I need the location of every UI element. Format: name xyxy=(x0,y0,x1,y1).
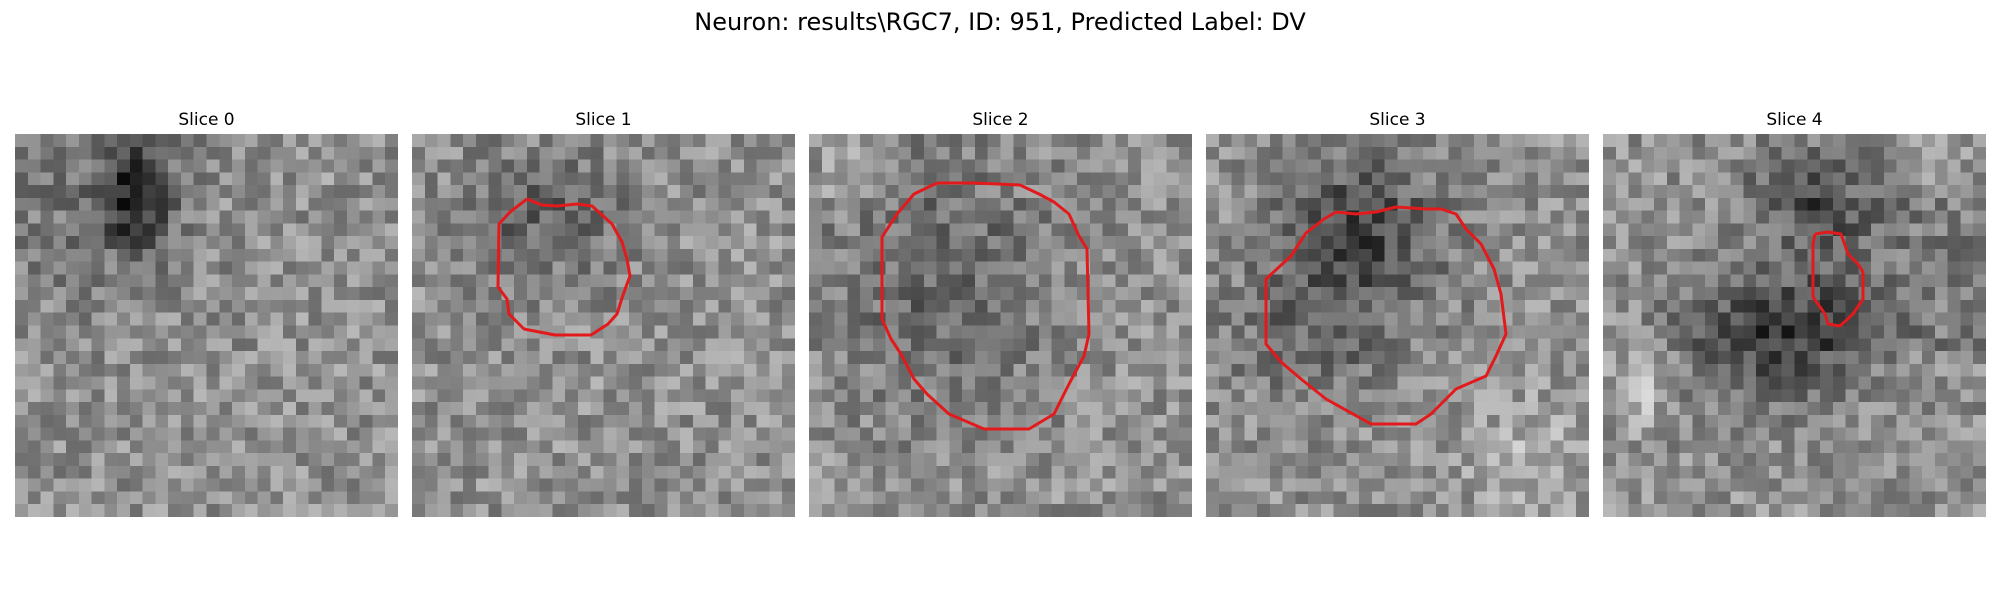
slice-image-4 xyxy=(1603,134,1986,517)
slice-title-0: Slice 0 xyxy=(178,110,235,130)
slice-4-neuron-contour xyxy=(1811,230,1865,328)
slice-image-0 xyxy=(15,134,398,517)
slice-3-grayscale-pixels xyxy=(1206,134,1589,517)
slice-image-2 xyxy=(809,134,1192,517)
slice-panel-1: Slice 1 xyxy=(412,108,795,517)
slice-panel-4: Slice 4 xyxy=(1603,108,1986,517)
slice-panel-2: Slice 2 xyxy=(809,108,1192,517)
slice-2-grayscale-pixels xyxy=(809,134,1192,517)
slice-title-2: Slice 2 xyxy=(972,110,1029,130)
slice-3-neuron-contour xyxy=(1264,205,1508,426)
slice-3-contour-overlay xyxy=(1264,205,1508,426)
slice-1-contour-overlay xyxy=(496,197,632,337)
slice-title-1: Slice 1 xyxy=(575,110,632,130)
slice-4-grayscale-pixels xyxy=(1603,134,1986,517)
slice-panel-3: Slice 3 xyxy=(1206,108,1589,517)
slice-4-contour-overlay xyxy=(1811,230,1865,328)
slice-2-neuron-contour xyxy=(880,181,1091,431)
slice-image-1 xyxy=(412,134,795,517)
figure-title: Neuron: results\RGC7, ID: 951, Predicted… xyxy=(694,8,1306,36)
slice-title-4: Slice 4 xyxy=(1766,110,1823,130)
slice-image-3 xyxy=(1206,134,1589,517)
slice-panel-0: Slice 0 xyxy=(15,108,398,517)
slice-2-contour-overlay xyxy=(880,181,1091,431)
slice-title-3: Slice 3 xyxy=(1369,110,1426,130)
slice-0-grayscale-pixels xyxy=(15,134,398,517)
slice-1-neuron-contour xyxy=(496,197,632,337)
